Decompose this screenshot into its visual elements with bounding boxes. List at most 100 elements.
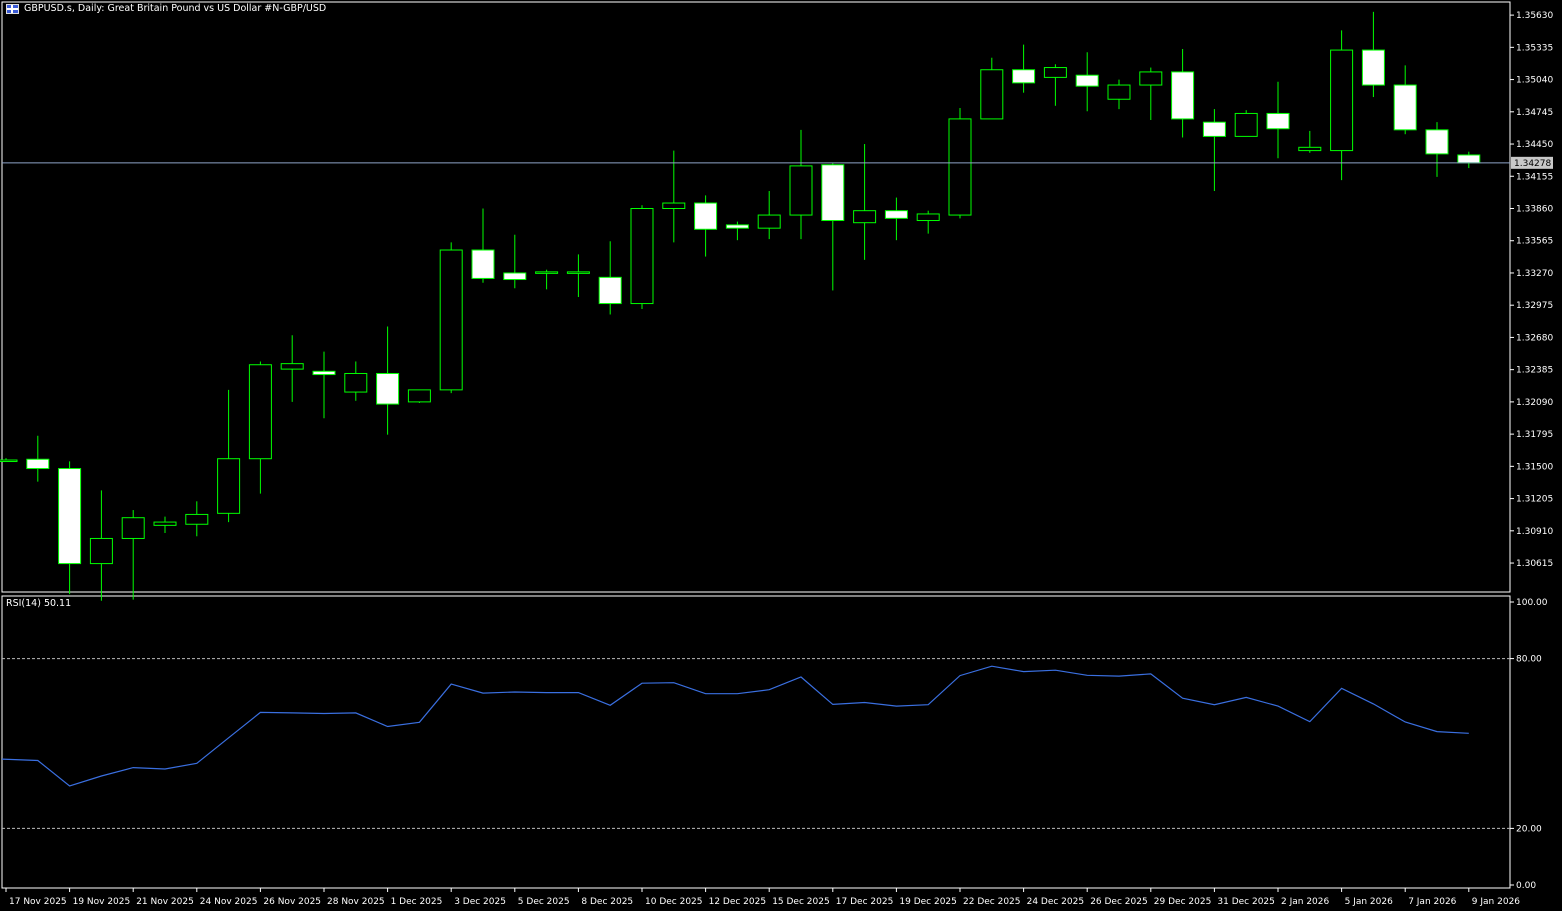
candle[interactable] xyxy=(280,335,304,402)
rsi-tick-label: 100.00 xyxy=(1516,598,1548,608)
candle[interactable] xyxy=(376,326,400,435)
candle[interactable] xyxy=(185,501,209,537)
candle[interactable] xyxy=(1043,64,1067,106)
price-tick-label: 1.35630 xyxy=(1516,11,1553,21)
candle[interactable] xyxy=(344,361,368,401)
time-tick-label: 8 Dec 2025 xyxy=(581,897,633,907)
price-tick-label: 1.35335 xyxy=(1516,43,1553,53)
candle[interactable] xyxy=(58,461,82,595)
candle-body xyxy=(725,224,749,229)
candle[interactable] xyxy=(662,150,686,243)
price-tick-label: 1.32090 xyxy=(1516,398,1553,408)
time-tick-label: 10 Dec 2025 xyxy=(645,897,703,907)
candle-body xyxy=(439,249,463,391)
candle-body xyxy=(344,372,368,393)
time-tick-label: 26 Nov 2025 xyxy=(263,897,321,907)
candle-body xyxy=(1457,154,1481,164)
symbol-description: GBPUSD.s, Daily: Great Britain Pound vs … xyxy=(24,3,327,14)
flag-icon xyxy=(6,3,19,14)
candlestick-series[interactable] xyxy=(0,11,1481,601)
candle-body xyxy=(407,389,431,403)
candle[interactable] xyxy=(153,516,177,533)
time-tick-label: 24 Nov 2025 xyxy=(200,897,258,907)
time-tick-label: 26 Dec 2025 xyxy=(1090,897,1148,907)
candle[interactable] xyxy=(725,221,749,241)
price-tick-label: 1.30910 xyxy=(1516,527,1553,537)
candle[interactable] xyxy=(789,129,813,240)
candle[interactable] xyxy=(948,107,972,219)
candle[interactable] xyxy=(1330,30,1354,181)
candle[interactable] xyxy=(89,490,113,601)
candle-body xyxy=(58,468,82,565)
candle-body xyxy=(535,271,559,274)
candle-body xyxy=(821,164,845,222)
candle[interactable] xyxy=(535,269,559,290)
time-tick-label: 31 Dec 2025 xyxy=(1217,897,1275,907)
candle[interactable] xyxy=(471,208,495,283)
candle[interactable] xyxy=(884,197,908,241)
candle[interactable] xyxy=(694,195,718,257)
candle-body xyxy=(1043,67,1067,78)
rsi-tick-label: 0.00 xyxy=(1516,881,1536,891)
candle-body xyxy=(1330,49,1354,152)
time-tick-label: 28 Nov 2025 xyxy=(327,897,385,907)
candle[interactable] xyxy=(0,458,18,463)
rsi-series[interactable] xyxy=(1,665,1469,787)
time-axis: 17 Nov 2025 19 Nov 2025 21 Nov 2025 24 Nov … xyxy=(5,888,1520,907)
candle[interactable] xyxy=(503,234,527,289)
candle[interactable] xyxy=(312,351,336,419)
price-tick-label: 1.34155 xyxy=(1516,172,1553,182)
candle[interactable] xyxy=(980,57,1004,120)
candle-body xyxy=(1234,112,1258,137)
candle[interactable] xyxy=(1202,109,1226,192)
time-tick-label: 5 Dec 2025 xyxy=(518,897,570,907)
candle-body xyxy=(1107,84,1131,100)
time-tick-label: 9 Jan 2026 xyxy=(1472,897,1520,907)
candle[interactable] xyxy=(853,144,877,260)
candle-body xyxy=(1171,71,1195,120)
chart-title: GBPUSD.s, Daily: Great Britain Pound vs … xyxy=(6,3,326,14)
rsi-line[interactable] xyxy=(1,665,1469,787)
candle-body xyxy=(248,364,272,460)
candle[interactable] xyxy=(1425,122,1449,177)
candle[interactable] xyxy=(26,435,50,482)
candle-body xyxy=(312,370,336,376)
candle-body xyxy=(376,372,400,405)
candle-body xyxy=(26,458,50,470)
candle[interactable] xyxy=(1075,52,1099,112)
price-tick-label: 1.31500 xyxy=(1516,462,1553,472)
candle[interactable] xyxy=(1457,151,1481,169)
candle[interactable] xyxy=(821,162,845,291)
candle[interactable] xyxy=(598,241,622,315)
rsi-panel-border xyxy=(1,595,1511,889)
candle[interactable] xyxy=(1012,44,1036,93)
candle[interactable] xyxy=(630,205,654,310)
candle-body xyxy=(0,459,18,463)
price-tick-label: 1.31795 xyxy=(1516,430,1553,440)
candle[interactable] xyxy=(1393,65,1417,135)
time-tick-label: 2 Jan 2026 xyxy=(1281,897,1329,907)
candle[interactable] xyxy=(1234,110,1258,137)
candle[interactable] xyxy=(916,210,940,234)
candle[interactable] xyxy=(248,361,272,494)
candle[interactable] xyxy=(1139,67,1163,120)
candle[interactable] xyxy=(439,242,463,394)
time-tick-label: 17 Nov 2025 xyxy=(9,897,67,907)
time-tick-label: 1 Dec 2025 xyxy=(391,897,443,907)
candle[interactable] xyxy=(566,254,590,297)
time-tick-label: 7 Jan 2026 xyxy=(1408,897,1456,907)
candle-body xyxy=(185,513,209,525)
candle[interactable] xyxy=(757,191,781,240)
candle[interactable] xyxy=(217,389,241,523)
price-tick-label: 1.30615 xyxy=(1516,559,1553,569)
candle-body xyxy=(1012,69,1036,84)
candle[interactable] xyxy=(1171,48,1195,138)
candle[interactable] xyxy=(1266,81,1290,159)
candle[interactable] xyxy=(1107,79,1131,110)
candle[interactable] xyxy=(1298,130,1322,153)
candle-body xyxy=(757,214,781,229)
price-axis: 1.35630 1.35335 1.35040 1.34745 1.34450 1.341… xyxy=(1510,11,1553,569)
candle[interactable] xyxy=(407,389,431,403)
candle[interactable] xyxy=(1361,11,1385,98)
candle[interactable] xyxy=(121,510,145,600)
